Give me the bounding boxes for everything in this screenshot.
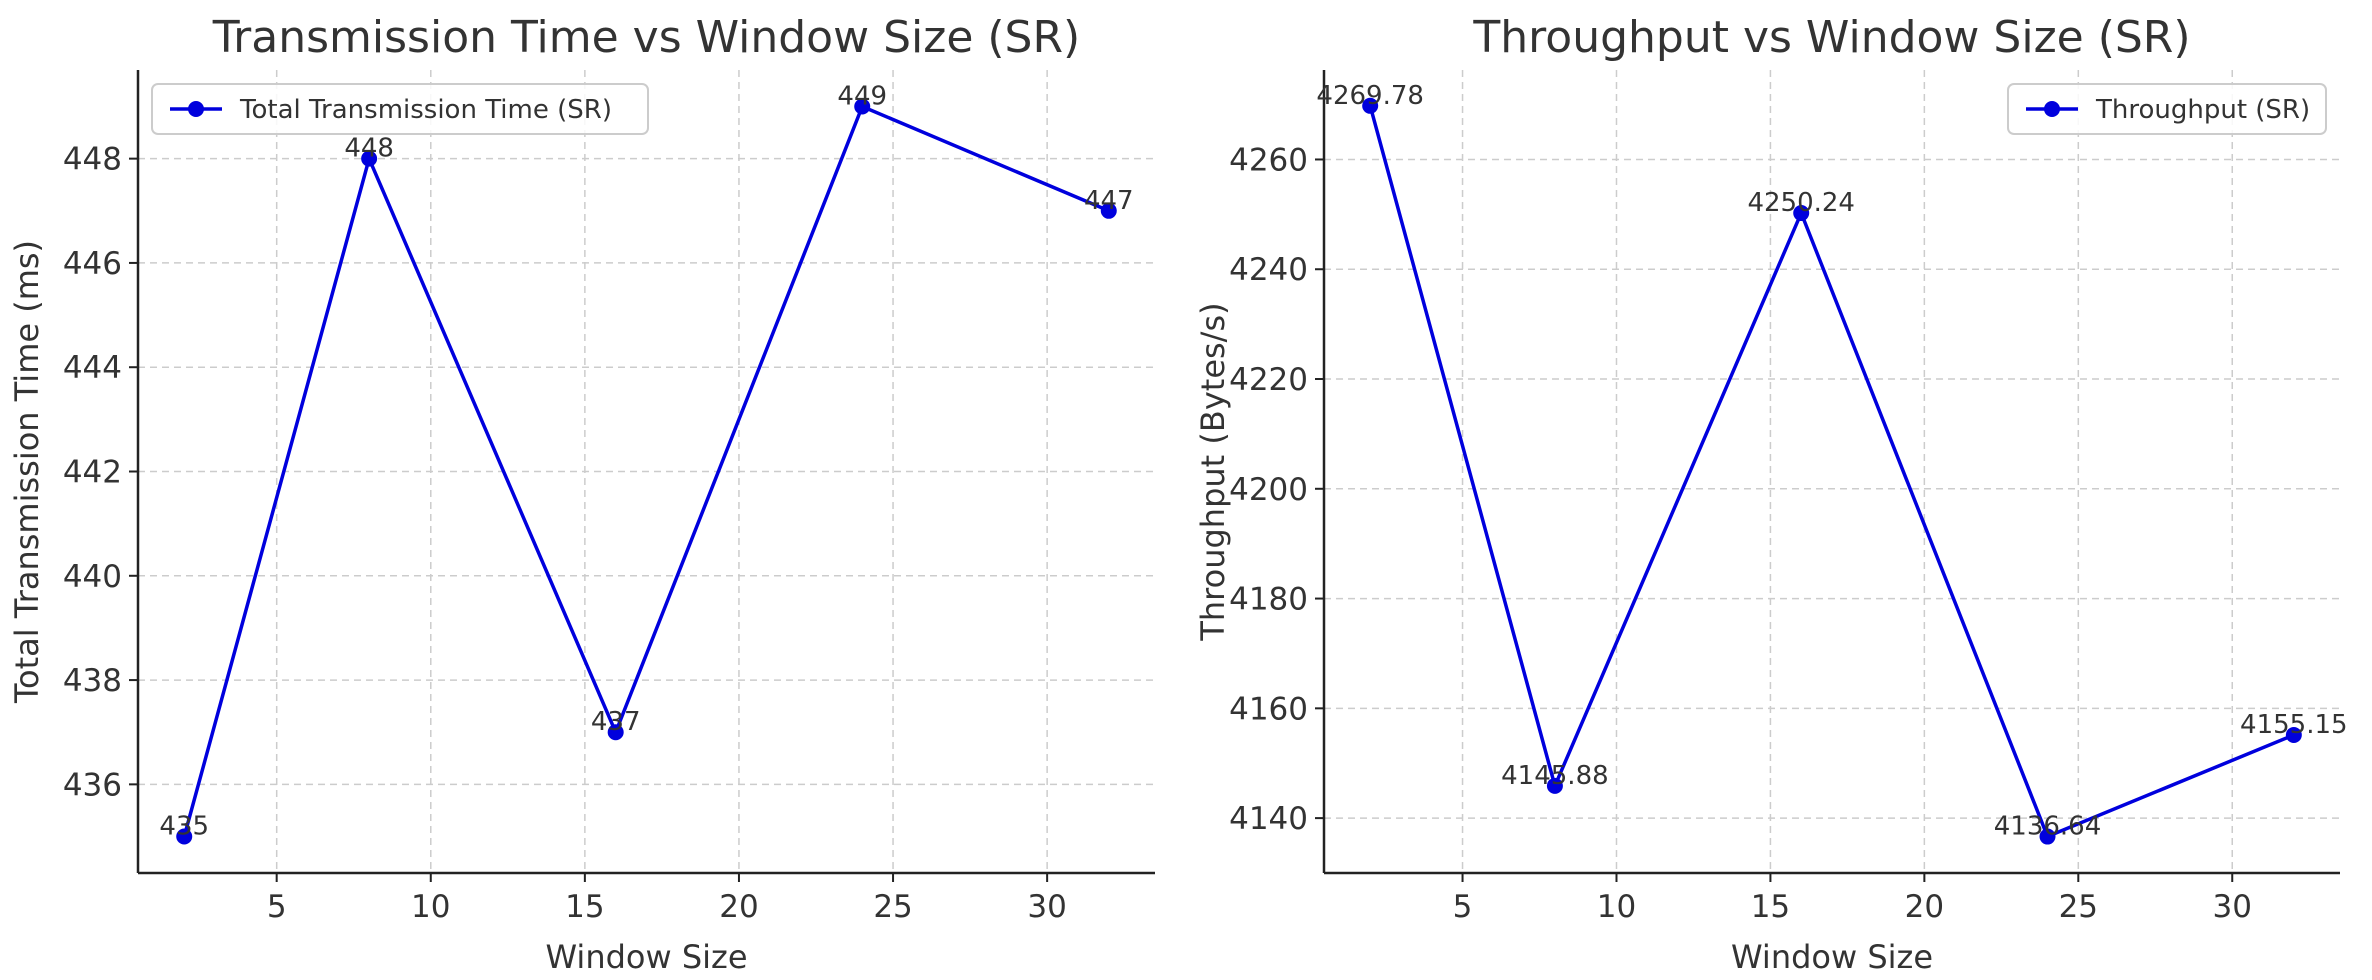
legend-marker — [188, 101, 204, 117]
data-point — [607, 724, 624, 741]
y-tick-label: 448 — [63, 142, 122, 178]
data-label: 448 — [344, 134, 394, 164]
data-label: 437 — [591, 707, 641, 737]
x-tick-label: 20 — [719, 889, 758, 925]
x-tick-label: 10 — [411, 889, 450, 925]
data-label: 435 — [159, 812, 209, 842]
data-label: 4145.88 — [1501, 761, 1609, 791]
x-tick-label: 5 — [267, 889, 287, 925]
x-tick-label: 30 — [1027, 889, 1066, 925]
data-point — [854, 98, 871, 115]
x-tick-label: 25 — [873, 889, 912, 925]
legend-marker — [2044, 101, 2060, 117]
y-tick-label: 436 — [63, 767, 122, 803]
data-point — [1793, 205, 1810, 222]
legend-label: Total Transmission Time (SR) — [239, 95, 612, 125]
x-tick-label: 15 — [565, 889, 604, 925]
x-tick-label: 25 — [2059, 889, 2098, 925]
y-tick-label: 446 — [63, 246, 122, 282]
x-tick-label: 15 — [1751, 889, 1790, 925]
y-tick-label: 4200 — [1229, 472, 1308, 508]
y-tick-label: 4240 — [1229, 252, 1308, 288]
chart-title: Transmission Time vs Window Size (SR) — [212, 12, 1080, 63]
data-label: 4155.15 — [2240, 710, 2348, 740]
data-label: 4136.64 — [1994, 812, 2102, 842]
y-tick-label: 4140 — [1229, 801, 1308, 837]
data-point — [1362, 97, 1379, 114]
x-axis-label: Window Size — [545, 938, 747, 976]
data-point — [176, 828, 193, 845]
legend-box — [2007, 83, 2327, 135]
y-tick-label: 442 — [63, 455, 122, 491]
data-point — [2039, 828, 2056, 845]
y-tick-label: 4260 — [1229, 142, 1308, 178]
y-axis-label: Throughput (Bytes/s) — [1194, 302, 1232, 641]
y-tick-label: 444 — [63, 350, 122, 386]
legend-label: Throughput (SR) — [2095, 95, 2310, 125]
x-tick-label: 5 — [1453, 889, 1473, 925]
y-axis-label: Total Transmission Time (ms) — [8, 240, 46, 704]
x-axis-label: Window Size — [1731, 938, 1933, 976]
data-point — [2285, 726, 2302, 743]
data-point — [1100, 202, 1117, 219]
x-tick-label: 10 — [1597, 889, 1636, 925]
chart-throughput: 5 10 15 20 25 30 4140 4160 4180 4200 4220 4240 4260 T… — [1194, 12, 2348, 976]
x-tick-label: 20 — [1905, 889, 1944, 925]
y-tick-label: 4220 — [1229, 362, 1308, 398]
y-tick-label: 4180 — [1229, 582, 1308, 618]
chart-transmission-time: 5 10 15 20 25 30 436 438 440 442 444 446 448 Transmis… — [8, 12, 1155, 976]
data-label: 4250.24 — [1747, 188, 1855, 218]
chart-title: Throughput vs Window Size (SR) — [1472, 12, 2190, 63]
data-point — [1546, 777, 1563, 794]
data-label: 4269.78 — [1316, 81, 1424, 111]
data-label: 449 — [837, 82, 887, 112]
y-tick-label: 4160 — [1229, 691, 1308, 727]
legend-box — [151, 83, 649, 135]
data-point — [361, 150, 378, 167]
y-tick-label: 440 — [63, 559, 122, 595]
x-tick-label: 30 — [2213, 889, 2252, 925]
y-tick-label: 438 — [63, 663, 122, 699]
data-label: 447 — [1084, 186, 1134, 216]
